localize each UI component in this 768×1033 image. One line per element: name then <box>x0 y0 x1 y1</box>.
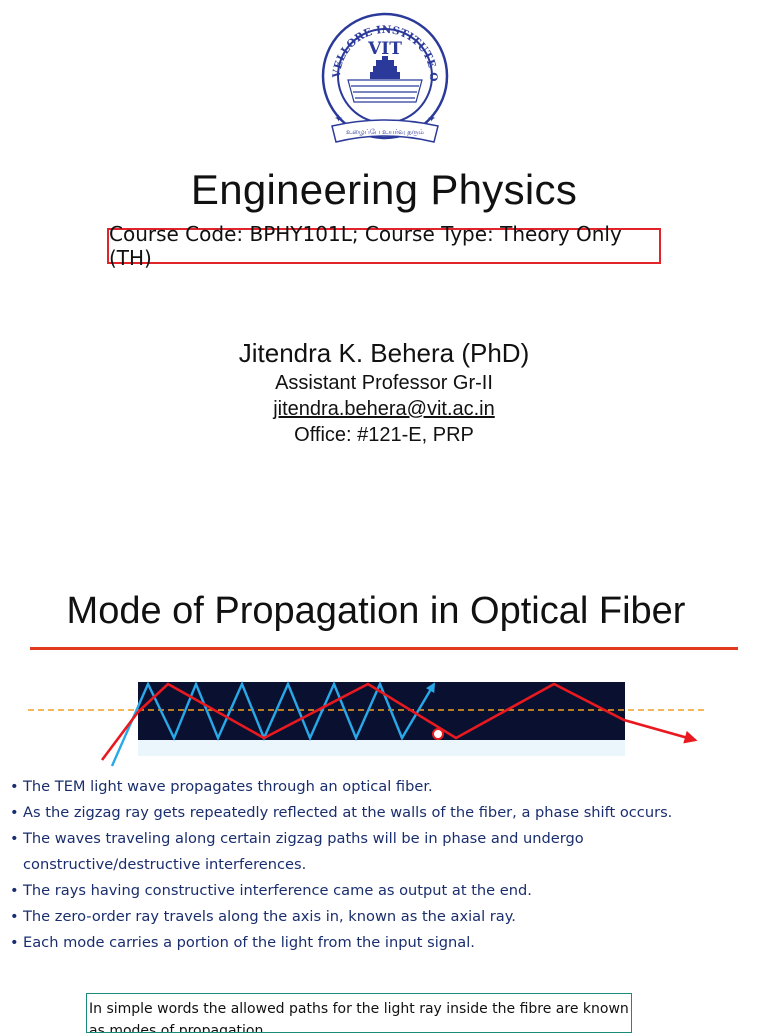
definition-note-box: In simple words the allowed paths for th… <box>86 993 632 1033</box>
optical-fiber-diagram <box>28 680 705 767</box>
list-item: • Each mode carries a portion of the ligh… <box>10 930 760 956</box>
star-icon: ✦ ✦ <box>334 113 436 125</box>
svg-text:✦: ✦ <box>427 113 436 125</box>
title-divider <box>30 647 738 650</box>
logo-motto: உழைப்பே உயர்வு தரும் <box>346 128 424 136</box>
logo-name: VIT <box>367 39 402 59</box>
bullet-list: • The TEM light wave propagates through a… <box>10 774 760 956</box>
low-order-ray <box>100 682 698 761</box>
bullet-icon: • <box>10 778 19 795</box>
author-office: Office: #121-E, PRP <box>294 424 474 446</box>
bullet-icon: • <box>10 908 19 925</box>
definition-note-text: In simple words the allowed paths for th… <box>89 1001 629 1033</box>
list-item: • The rays having constructive interferen… <box>10 878 760 904</box>
bullet-icon: • <box>10 830 19 847</box>
author-role: Assistant Professor Gr-II <box>275 372 493 394</box>
bullet-icon: • <box>10 934 19 951</box>
course-code-text: Course Code: BPHY101L; Course Type: Theo… <box>109 222 622 270</box>
list-item: • The TEM light wave propagates through a… <box>10 774 760 800</box>
bullet-icon: • <box>10 882 19 899</box>
author-name: Jitendra K. Behera (PhD) <box>238 338 530 368</box>
high-order-ray <box>110 680 436 767</box>
focus-point-icon <box>432 728 444 740</box>
temple-icon <box>370 56 400 79</box>
fiber-cladding <box>138 740 625 756</box>
ribbon-shape <box>331 119 439 143</box>
course-code-box: Course Code: BPHY101L; Course Type: Theo… <box>107 222 661 270</box>
list-item: • As the zigzag ray gets repeatedly refle… <box>10 800 760 826</box>
fort-icon <box>347 79 423 103</box>
bullet-icon: • <box>10 804 19 821</box>
slide-title: Mode of Propagation in Optical Fiber <box>66 590 686 632</box>
list-item: • The waves traveling along certain zigza… <box>10 826 760 878</box>
vit-logo: VELLORE INSTITUTE OF TECHNOLOGY VIT ✦ ✦ … <box>318 10 449 143</box>
presentation-title: Engineering Physics <box>190 166 578 213</box>
list-item: • The zero-order ray travels along the ax… <box>10 904 760 930</box>
author-email-link[interactable]: jitendra.behera@vit.ac.in <box>273 398 495 420</box>
svg-text:✦: ✦ <box>334 113 343 125</box>
